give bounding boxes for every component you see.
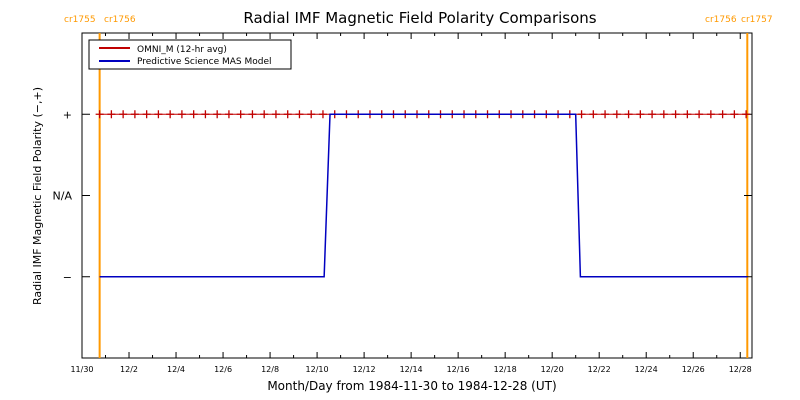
- x-tick-label: 12/24: [635, 365, 658, 374]
- plot-frame: [81, 32, 753, 359]
- omni-point: [154, 110, 163, 119]
- legend-box: [88, 39, 292, 70]
- cr-label-left-a: cr1755: [64, 15, 96, 25]
- legend: OMNI_M (12-hr avg) Predictive Science MA…: [88, 39, 292, 70]
- omni-point: [119, 110, 128, 119]
- omni-point: [577, 110, 586, 119]
- omni-point: [612, 110, 621, 119]
- cr-label-left-b: cr1756: [104, 15, 136, 25]
- legend-label-model: Predictive Science MAS Model: [137, 57, 272, 67]
- x-tick-label: 12/2: [120, 365, 138, 374]
- omni-point: [177, 110, 186, 119]
- omni-point: [236, 110, 245, 119]
- omni-point: [283, 110, 292, 119]
- omni-point: [589, 110, 598, 119]
- x-axis: 11/30 12/2 12/4 12/6 12/8 12/10 12/12 12/14 12/1…: [70, 33, 752, 374]
- series-model-line: [99, 113, 748, 278]
- omni-point: [271, 110, 280, 119]
- cr-label-right-a: cr1756: [705, 15, 737, 25]
- omni-point: [142, 110, 151, 119]
- cr-label-right-b: cr1757: [741, 15, 773, 25]
- series-layer: [95, 110, 751, 278]
- legend-label-omni: OMNI_M (12-hr avg): [137, 45, 227, 55]
- x-axis-label: Month/Day from 1984-11-30 to 1984-12-28 …: [267, 379, 556, 393]
- y-tick-label: +: [63, 108, 72, 121]
- x-tick-label: 12/12: [353, 365, 376, 374]
- omni-point: [318, 110, 327, 119]
- x-tick-label: 12/16: [447, 365, 470, 374]
- omni-point: [601, 110, 610, 119]
- omni-point: [295, 110, 304, 119]
- omni-point: [636, 110, 645, 119]
- omni-point: [95, 110, 104, 119]
- omni-point: [730, 110, 739, 119]
- omni-point: [671, 110, 680, 119]
- y-tick-label: N/A: [53, 190, 73, 203]
- omni-point: [213, 110, 222, 119]
- omni-point: [260, 110, 269, 119]
- y-axis: + N/A −: [53, 108, 752, 284]
- x-tick-label: 12/14: [400, 365, 423, 374]
- x-tick-label: 12/26: [682, 365, 705, 374]
- omni-point: [624, 110, 633, 119]
- omni-point: [648, 110, 657, 119]
- omni-point: [706, 110, 715, 119]
- x-tick-label: 12/8: [261, 365, 279, 374]
- carrington-markers: [98, 33, 749, 358]
- x-tick-label: 12/28: [729, 365, 752, 374]
- omni-point: [189, 110, 198, 119]
- chart-title: Radial IMF Magnetic Field Polarity Compa…: [243, 9, 596, 27]
- x-tick-label: 12/22: [588, 365, 611, 374]
- omni-point: [718, 110, 727, 119]
- omni-point: [201, 110, 210, 119]
- omni-point: [248, 110, 257, 119]
- omni-point: [130, 110, 139, 119]
- omni-point: [224, 110, 233, 119]
- omni-point: [107, 110, 116, 119]
- x-tick-label: 12/18: [494, 365, 517, 374]
- x-tick-label: 12/4: [167, 365, 185, 374]
- x-tick-label: 12/10: [306, 365, 329, 374]
- omni-point: [166, 110, 175, 119]
- x-tick-label: 12/20: [541, 365, 564, 374]
- x-tick-label: 11/30: [70, 365, 93, 374]
- x-tick-label: 12/6: [214, 365, 232, 374]
- omni-point: [683, 110, 692, 119]
- omni-point: [695, 110, 704, 119]
- omni-point: [742, 110, 751, 119]
- omni-point: [307, 110, 316, 119]
- y-tick-label: −: [63, 271, 72, 284]
- y-axis-label: Radial IMF Magnetic Field Polarity (−,+): [31, 87, 44, 305]
- omni-point: [659, 110, 668, 119]
